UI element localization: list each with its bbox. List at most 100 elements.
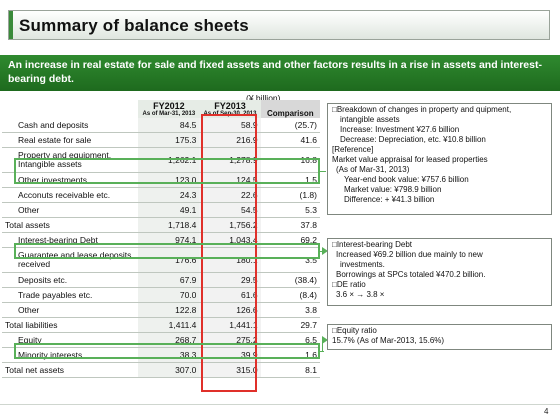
fy2012-value: 24.3	[138, 187, 200, 203]
row-label: Minority interests	[2, 347, 139, 363]
fy2013-value: 124.5	[199, 172, 261, 188]
note-line: Year-end book value: ¥757.6 billion	[344, 175, 469, 184]
fy2013-value: 61.6	[199, 287, 261, 303]
equity-note: □Equity ratio 15.7% (As of Mar-2013, 15.…	[327, 324, 552, 350]
total-row: Total net assets 307.0 315.0 8.1	[2, 362, 320, 378]
fy2013-value: 1,441.1	[199, 317, 261, 333]
table-row: Equity 268.7 275.2 6.5	[2, 332, 320, 348]
note-line: 15.7% (As of Mar-2013, 15.6%)	[332, 336, 445, 345]
comparison-value: 29.7	[260, 317, 320, 333]
comparison-value: 8.1	[260, 362, 320, 378]
comparison-value: (8.4)	[260, 287, 320, 303]
page-title: Summary of balance sheets	[19, 16, 249, 35]
table-row: Property and equipment, Intangible asset…	[2, 147, 320, 173]
title-bar: Summary of balance sheets	[8, 10, 550, 40]
comparison-value: 3.8	[260, 302, 320, 318]
note-line: (As of Mar-31, 2013)	[336, 165, 410, 174]
row-label: Real estate for sale	[2, 132, 139, 148]
note-line: □Breakdown of changes in property and qu…	[332, 105, 512, 114]
comparison-value: 1.5	[260, 172, 320, 188]
fy2013-value: 29.5	[199, 272, 261, 288]
fy2012-sublabel: As of Mar-31, 2013	[142, 111, 196, 117]
fy2013-value: 22.6	[199, 187, 261, 203]
fy2012-header: FY2012 As of Mar-31, 2013	[138, 100, 200, 118]
fy2012-value: 176.6	[138, 247, 200, 273]
connector-line	[320, 351, 324, 352]
note-line: [Reference]	[332, 145, 374, 154]
table-row: Deposits etc. 67.9 29.5 (38.4)	[2, 272, 320, 288]
fy2013-value: 1,278.9	[199, 147, 261, 173]
fy2012-value: 122.8	[138, 302, 200, 318]
total-row: Total liabilities 1,411.4 1,441.1 29.7	[2, 317, 320, 333]
table-header-row: FY2012 As of Mar-31, 2013 FY2013 As of S…	[2, 100, 320, 118]
row-label: Acconuts receivable etc.	[2, 187, 139, 203]
fy2013-value: 315.0	[199, 362, 261, 378]
row-label: Other	[2, 302, 139, 318]
row-label: Interest-bearing Debt	[2, 232, 139, 248]
row-label: Deposits etc.	[2, 272, 139, 288]
note-line: □DE ratio	[332, 280, 366, 289]
fy2013-value: 180.1	[199, 247, 261, 273]
fy2013-value: 216.9	[199, 132, 261, 148]
comparison-value: 37.8	[260, 217, 320, 233]
fy2012-value: 1,262.1	[138, 147, 200, 173]
note-line: Increase: Investment ¥27.6 billion	[340, 125, 460, 134]
table-row: Other 49.1 54.5 5.3	[2, 202, 320, 218]
fy2013-value: 58.9	[199, 118, 261, 133]
fy2012-value: 1,718.4	[138, 217, 200, 233]
note-line: Market value: ¥798.9 billion	[344, 185, 442, 194]
fy2013-value: 1,756.2	[199, 217, 261, 233]
debt-note: □Interest-bearing Debt Increased ¥69.2 b…	[327, 238, 552, 306]
table-row: Real estate for sale 175.3 216.9 41.6	[2, 132, 320, 148]
table-row: Cash and deposits 84.5 58.9 (25.7)	[2, 118, 320, 133]
unit-label: (¥ billion)	[246, 93, 281, 103]
fy2013-value: 1,043.4	[199, 232, 261, 248]
comparison-value: 3.5	[260, 247, 320, 273]
footer-divider	[0, 404, 560, 405]
fy2012-value: 49.1	[138, 202, 200, 218]
fy2012-value: 307.0	[138, 362, 200, 378]
fy2012-value: 268.7	[138, 332, 200, 348]
property-note: □Breakdown of changes in property and qu…	[327, 103, 552, 215]
note-line: Borrowings at SPCs totaled ¥470.2 billio…	[336, 270, 486, 279]
comparison-value: 5.3	[260, 202, 320, 218]
table-row: Other 122.8 126.6 3.8	[2, 302, 320, 318]
row-label: Total net assets	[2, 362, 139, 378]
comparison-value: 69.2	[260, 232, 320, 248]
arrow-icon	[322, 247, 328, 255]
row-label: Total assets	[2, 217, 139, 233]
fy2012-value: 175.3	[138, 132, 200, 148]
row-label: Total liabilities	[2, 317, 139, 333]
row-label: Trade payables etc.	[2, 287, 139, 303]
comparison-value: 1.6	[260, 347, 320, 363]
comparison-header: Comparison	[260, 100, 320, 118]
fy2013-value: 275.2	[199, 332, 261, 348]
note-line: Increased ¥69.2 billion due mainly to ne…	[336, 250, 483, 259]
page-number: 4	[544, 407, 549, 416]
row-label: Cash and deposits	[2, 118, 139, 133]
table-row: Guarantee and lease deposits received 176…	[2, 247, 320, 273]
row-label: Other investments	[2, 172, 139, 188]
summary-banner: An increase in real estate for sale and …	[0, 55, 560, 91]
note-line: 3.6 × → 3.8 ×	[336, 290, 385, 299]
comparison-value: (25.7)	[260, 118, 320, 133]
note-line: □Equity ratio	[332, 326, 377, 335]
note-line: Decrease: Depreciation, etc. ¥10.8 billi…	[340, 135, 486, 144]
row-label: Equity	[2, 332, 139, 348]
fy2012-value: 38.3	[138, 347, 200, 363]
fy2013-label: FY2013	[214, 101, 246, 111]
connector-line	[320, 171, 326, 172]
arrow-icon	[322, 336, 328, 344]
table-row: Interest-bearing Debt 974.1 1,043.4 69.2	[2, 232, 320, 248]
fy2012-value: 84.5	[138, 118, 200, 133]
fy2012-value: 123.0	[138, 172, 200, 188]
note-line: investments.	[340, 260, 385, 269]
note-line: Market value appraisal for leased proper…	[332, 155, 488, 164]
fy2012-value: 974.1	[138, 232, 200, 248]
comparison-value: 41.6	[260, 132, 320, 148]
comparison-value: 6.5	[260, 332, 320, 348]
fy2013-value: 126.6	[199, 302, 261, 318]
note-line: intangible assets	[340, 115, 400, 124]
comparison-value: (1.8)	[260, 187, 320, 203]
row-label: Guarantee and lease deposits received	[2, 247, 139, 273]
